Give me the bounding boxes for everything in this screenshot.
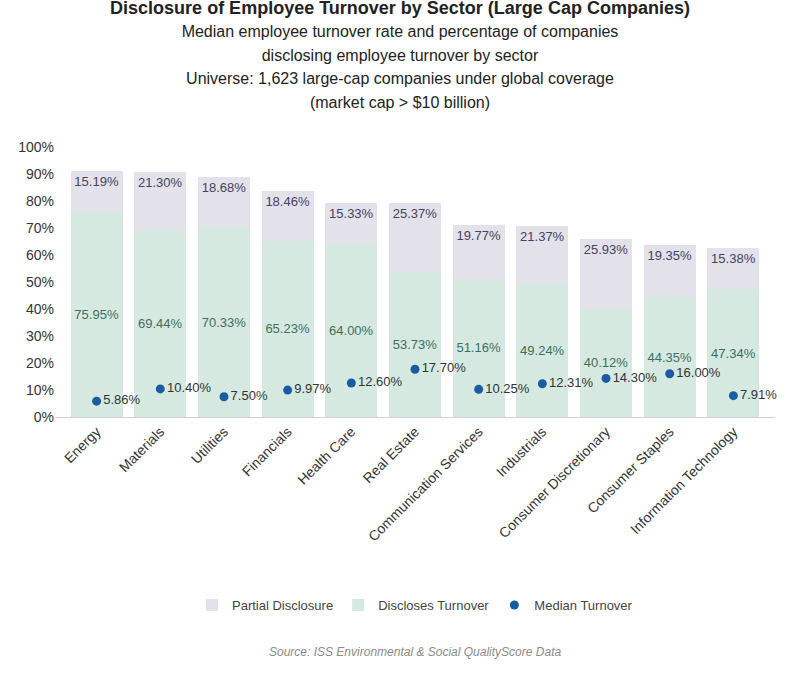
- svg-text:Median Turnover: Median Turnover: [534, 598, 632, 613]
- svg-text:20%: 20%: [26, 355, 54, 371]
- svg-text:16.00%: 16.00%: [676, 365, 721, 380]
- svg-text:47.34%: 47.34%: [711, 346, 756, 361]
- svg-text:0%: 0%: [34, 409, 54, 425]
- svg-text:18.46%: 18.46%: [265, 194, 310, 209]
- svg-text:44.35%: 44.35%: [647, 350, 692, 365]
- svg-text:25.93%: 25.93%: [584, 242, 629, 257]
- svg-text:10.40%: 10.40%: [167, 380, 212, 395]
- svg-text:Health Care: Health Care: [294, 423, 358, 487]
- svg-text:Source: ISS Environmental & So: Source: ISS Environmental & Social Quali…: [269, 645, 561, 659]
- svg-text:17.70%: 17.70%: [422, 360, 467, 375]
- svg-text:18.68%: 18.68%: [202, 180, 247, 195]
- svg-text:10%: 10%: [26, 382, 54, 398]
- svg-text:12.31%: 12.31%: [549, 375, 594, 390]
- svg-text:15.19%: 15.19%: [74, 174, 119, 189]
- svg-text:10.25%: 10.25%: [485, 381, 530, 396]
- svg-text:49.24%: 49.24%: [520, 343, 565, 358]
- svg-text:Energy: Energy: [61, 424, 104, 467]
- svg-text:70%: 70%: [26, 220, 54, 236]
- svg-text:80%: 80%: [26, 193, 54, 209]
- svg-text:65.23%: 65.23%: [265, 321, 310, 336]
- svg-text:Disclosure of Employee Turnove: Disclosure of Employee Turnover by Secto…: [110, 0, 690, 111]
- svg-text:50%: 50%: [26, 274, 54, 290]
- svg-text:Real Estate: Real Estate: [360, 423, 423, 486]
- svg-text:64.00%: 64.00%: [329, 323, 374, 338]
- svg-text:75.95%: 75.95%: [74, 307, 119, 322]
- svg-text:5.86%: 5.86%: [103, 392, 140, 407]
- svg-text:60%: 60%: [26, 247, 54, 263]
- svg-text:Consumer Discretionary: Consumer Discretionary: [496, 424, 614, 542]
- svg-text:15.33%: 15.33%: [329, 206, 374, 221]
- svg-text:90%: 90%: [26, 166, 54, 182]
- svg-text:70.33%: 70.33%: [202, 315, 247, 330]
- svg-text:69.44%: 69.44%: [138, 316, 183, 331]
- svg-text:Information Technology: Information Technology: [627, 424, 740, 537]
- svg-text:Communication Services: Communication Services: [365, 424, 486, 545]
- svg-text:100%: 100%: [18, 139, 54, 155]
- svg-text:19.35%: 19.35%: [647, 248, 692, 263]
- svg-text:30%: 30%: [26, 328, 54, 344]
- svg-text:Materials: Materials: [116, 424, 167, 475]
- svg-text:7.91%: 7.91%: [740, 387, 777, 402]
- svg-text:19.77%: 19.77%: [456, 228, 501, 243]
- svg-text:7.50%: 7.50%: [231, 388, 268, 403]
- svg-text:51.16%: 51.16%: [456, 340, 501, 355]
- svg-text:Financials: Financials: [239, 424, 295, 480]
- svg-text:21.37%: 21.37%: [520, 229, 565, 244]
- svg-text:40.12%: 40.12%: [584, 355, 629, 370]
- svg-text:40%: 40%: [26, 301, 54, 317]
- svg-text:9.97%: 9.97%: [294, 381, 331, 396]
- svg-text:21.30%: 21.30%: [138, 175, 183, 190]
- svg-text:15.38%: 15.38%: [711, 251, 756, 266]
- svg-text:Consumer Staples: Consumer Staples: [584, 424, 677, 517]
- svg-text:Industrials: Industrials: [493, 424, 549, 480]
- svg-text:Discloses Turnover: Discloses Turnover: [378, 598, 489, 613]
- svg-text:53.73%: 53.73%: [393, 337, 438, 352]
- svg-text:12.60%: 12.60%: [358, 374, 403, 389]
- svg-text:25.37%: 25.37%: [393, 206, 438, 221]
- svg-text:14.30%: 14.30%: [613, 370, 658, 385]
- svg-text:Utilities: Utilities: [188, 424, 231, 467]
- svg-text:Partial Disclosure: Partial Disclosure: [232, 598, 333, 613]
